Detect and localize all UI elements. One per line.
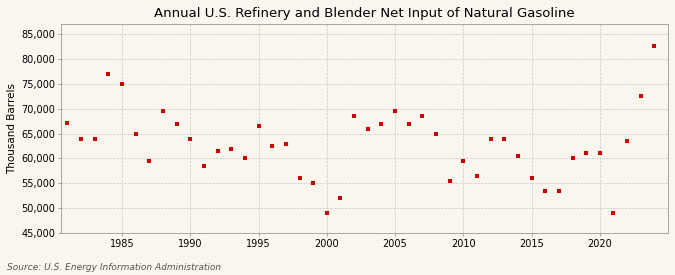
Point — [76, 136, 86, 141]
Point — [404, 121, 414, 126]
Title: Annual U.S. Refinery and Blender Net Input of Natural Gasoline: Annual U.S. Refinery and Blender Net Inp… — [154, 7, 574, 20]
Point — [158, 109, 169, 113]
Point — [117, 81, 128, 86]
Point — [458, 159, 468, 163]
Point — [253, 124, 264, 128]
Point — [622, 139, 632, 143]
Point — [499, 136, 510, 141]
Point — [144, 159, 155, 163]
Point — [89, 136, 100, 141]
Point — [431, 131, 441, 136]
Point — [444, 179, 455, 183]
Point — [376, 121, 387, 126]
Point — [485, 136, 496, 141]
Point — [185, 136, 196, 141]
Point — [62, 120, 73, 125]
Point — [308, 181, 319, 186]
Point — [267, 144, 277, 148]
Point — [321, 211, 332, 216]
Point — [472, 174, 483, 178]
Point — [212, 149, 223, 153]
Point — [580, 151, 591, 156]
Point — [649, 44, 659, 48]
Point — [635, 94, 646, 98]
Point — [567, 156, 578, 161]
Point — [362, 126, 373, 131]
Point — [226, 146, 237, 151]
Point — [608, 211, 619, 216]
Point — [240, 156, 250, 161]
Point — [349, 114, 360, 118]
Point — [526, 176, 537, 181]
Point — [554, 189, 564, 193]
Point — [171, 121, 182, 126]
Point — [417, 114, 428, 118]
Point — [389, 109, 400, 113]
Point — [595, 151, 605, 156]
Point — [281, 141, 292, 146]
Point — [512, 154, 523, 158]
Point — [294, 176, 305, 181]
Point — [198, 164, 209, 168]
Point — [540, 189, 551, 193]
Y-axis label: Thousand Barrels: Thousand Barrels — [7, 83, 17, 174]
Text: Source: U.S. Energy Information Administration: Source: U.S. Energy Information Administ… — [7, 263, 221, 272]
Point — [335, 196, 346, 200]
Point — [130, 131, 141, 136]
Point — [103, 72, 114, 76]
